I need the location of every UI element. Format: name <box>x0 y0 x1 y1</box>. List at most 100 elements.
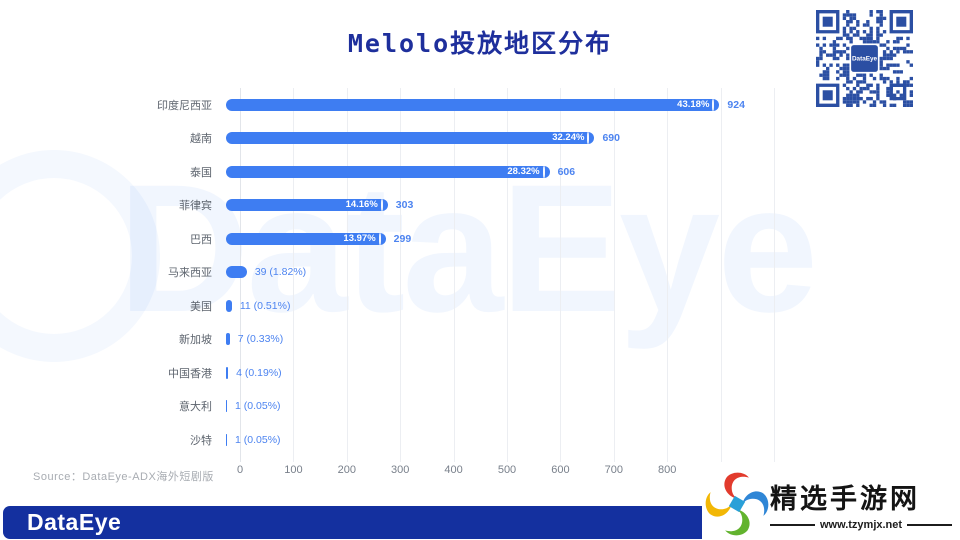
percent-label: 28.32% <box>507 165 540 177</box>
x-tick-label: 800 <box>658 464 677 476</box>
bar-cap <box>380 199 383 212</box>
bar <box>226 366 229 379</box>
bar-cap <box>712 98 715 111</box>
bar-cap <box>587 132 590 145</box>
gridline <box>720 88 722 462</box>
value-label: 39 (1.82%) <box>254 266 307 279</box>
x-tick-label: 0 <box>236 464 244 476</box>
gridline <box>293 88 295 462</box>
bar-chart: 印度尼西亚 43.18% 924 越南 32.24% 690 泰国 28.32% 606 菲律宾 1… <box>0 88 960 462</box>
gridline <box>613 88 615 462</box>
footer-bar: DataEye <box>3 506 710 539</box>
x-tick-label: 700 <box>604 464 623 476</box>
stamp-url-row: www.tzymjx.net <box>770 519 953 531</box>
category-label: 意大利 <box>179 401 212 414</box>
value-label: 924 <box>727 98 745 111</box>
bar-row: 美国 11 (0.51%) <box>0 289 960 323</box>
bar-cap <box>378 232 381 245</box>
bar-track: 14.16% 303 <box>226 199 960 212</box>
percent-label: 13.97% <box>343 232 376 244</box>
bar-track: 7 (0.33%) <box>226 333 960 346</box>
bar <box>226 400 227 413</box>
gridline <box>667 88 669 462</box>
category-label: 菲律宾 <box>179 200 212 213</box>
dataeye-logo: DataEye <box>27 509 122 535</box>
bar <box>226 299 232 312</box>
category-label: 马来西亚 <box>168 267 212 280</box>
bar-row: 新加坡 7 (0.33%) <box>0 323 960 357</box>
gridline <box>560 88 562 462</box>
value-label: 299 <box>393 232 412 245</box>
value-label: 1 (0.05%) <box>235 400 281 413</box>
bar-track: 1 (0.05%) <box>226 400 960 413</box>
gridline <box>774 88 775 462</box>
bar-row: 越南 32.24% 690 <box>0 122 960 156</box>
bar-row: 意大利 1 (0.05%) <box>0 390 960 424</box>
x-tick-label: 200 <box>337 464 356 476</box>
category-label: 新加坡 <box>179 334 212 347</box>
value-label: 303 <box>395 199 414 212</box>
svg-text:DataEye: DataEye <box>852 56 878 63</box>
bar-track: 13.97% 299 <box>226 232 960 245</box>
category-label: 越南 <box>190 133 212 146</box>
bar-row: 菲律宾 14.16% 303 <box>0 189 960 223</box>
bar-track: 4 (0.19%) <box>226 366 960 379</box>
stamp-dash-left <box>770 524 815 526</box>
bar-row: 印度尼西亚 43.18% 924 <box>0 88 960 122</box>
bar: 14.16% <box>226 199 388 212</box>
category-label: 巴西 <box>190 233 212 246</box>
chart-title: Melolo投放地区分布 <box>347 29 613 58</box>
bar: 32.24% <box>226 132 595 145</box>
value-label: 7 (0.33%) <box>237 333 284 346</box>
percent-label: 32.24% <box>552 132 585 144</box>
stamp-dash-right <box>907 524 953 526</box>
bar-row: 中国香港 4 (0.19%) <box>0 356 960 390</box>
bar-row: 沙特 1 (0.05%) <box>0 423 960 457</box>
value-label: 690 <box>602 132 620 145</box>
bar <box>226 333 230 346</box>
gridline <box>507 88 508 462</box>
bar-row: 泰国 28.32% 606 <box>0 155 960 189</box>
category-label: 印度尼西亚 <box>157 99 212 112</box>
category-label: 中国香港 <box>168 367 212 380</box>
value-label: 606 <box>557 165 576 178</box>
bar-row: 马来西亚 39 (1.82%) <box>0 256 960 290</box>
category-label: 泰国 <box>190 166 212 179</box>
gridline <box>346 88 348 462</box>
x-axis: 0 100 200 300 400 500 600 700 800 <box>236 464 780 478</box>
gridline <box>453 88 455 462</box>
bar-track: 11 (0.51%) <box>226 299 960 312</box>
stamp-site-url: www.tzymjx.net <box>819 519 903 531</box>
x-tick-label: 500 <box>497 464 517 476</box>
category-label: 沙特 <box>190 434 212 447</box>
bar <box>226 433 227 446</box>
x-tick-label: 400 <box>444 464 463 476</box>
bar-rows: 印度尼西亚 43.18% 924 越南 32.24% 690 泰国 28.32% 606 菲律宾 1… <box>0 88 960 457</box>
value-label: 4 (0.19%) <box>236 366 282 379</box>
bar-row: 巴西 13.97% 299 <box>0 222 960 256</box>
bar: 28.32% <box>226 165 550 178</box>
bar-track: 28.32% 606 <box>226 165 960 178</box>
bar-cap <box>542 165 545 178</box>
source-note: Source：DataEye-ADX海外短剧版 <box>33 471 214 483</box>
x-tick-label: 600 <box>551 464 570 476</box>
dataeye-watermark-text: DataEye <box>118 146 818 350</box>
bar-track: 39 (1.82%) <box>226 266 960 279</box>
category-label: 美国 <box>190 300 212 313</box>
bar: 13.97% <box>226 232 386 245</box>
x-tick-label: 300 <box>391 464 410 476</box>
stamp-site-name: 精选手游网 <box>770 484 920 514</box>
bar-track: 1 (0.05%) <box>226 433 960 446</box>
bar <box>226 266 247 279</box>
percent-label: 14.16% <box>345 199 378 211</box>
percent-label: 43.18% <box>677 98 710 110</box>
value-label: 1 (0.05%) <box>235 433 281 446</box>
value-label: 11 (0.51%) <box>239 299 291 312</box>
bar: 43.18% <box>226 98 720 111</box>
bar-track: 32.24% 690 <box>226 132 960 145</box>
gridline <box>400 88 402 462</box>
qr-code-icon: DataEye <box>816 10 913 107</box>
stamp-text-block: 精选手游网 www.tzymjx.net <box>770 477 960 531</box>
site-stamp: 精选手游网 www.tzymjx.net <box>702 468 960 540</box>
bar-track: 43.18% 924 <box>226 98 960 111</box>
